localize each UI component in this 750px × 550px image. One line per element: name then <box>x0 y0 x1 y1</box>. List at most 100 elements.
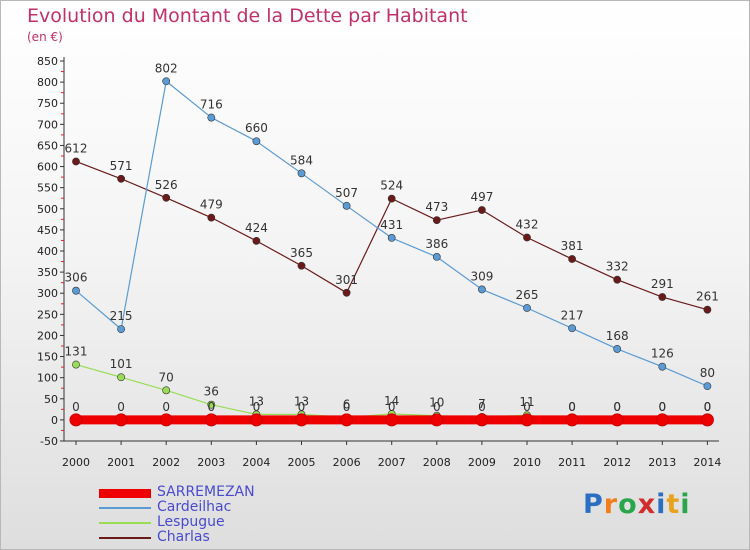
data-label: 0 <box>523 400 531 414</box>
x-tick-label: 2003 <box>197 456 225 469</box>
data-label: 168 <box>606 329 629 343</box>
data-label: 381 <box>561 239 584 253</box>
data-point <box>477 285 486 294</box>
data-point <box>613 345 622 353</box>
data-label: 126 <box>651 347 674 361</box>
data-point <box>69 413 83 427</box>
data-label: 0 <box>343 400 351 414</box>
data-point <box>117 174 125 183</box>
data-point <box>613 275 622 284</box>
data-point <box>297 169 306 178</box>
data-point <box>207 400 216 409</box>
data-point <box>252 137 261 146</box>
data-label: 131 <box>65 345 88 359</box>
data-label: 261 <box>696 290 719 304</box>
series-cardeilhac <box>72 77 712 391</box>
legend-swatch <box>99 507 151 509</box>
y-tick-label: 450 <box>37 224 58 237</box>
data-label: 265 <box>516 288 539 302</box>
data-label: 217 <box>561 308 584 322</box>
x-tick-label: 2005 <box>288 456 316 469</box>
data-label: 0 <box>388 400 396 414</box>
legend-label: Charlas <box>157 529 210 545</box>
data-label: 306 <box>65 271 88 285</box>
series-sarremezan <box>69 413 714 427</box>
x-tick-label: 2004 <box>242 456 270 469</box>
data-label: 612 <box>65 141 88 155</box>
data-point <box>117 373 125 382</box>
data-label: 431 <box>380 218 403 232</box>
x-tick-label: 2001 <box>107 456 135 469</box>
data-point <box>523 233 531 242</box>
data-label: 479 <box>200 198 223 212</box>
logo-letter: i <box>680 489 691 520</box>
data-label: 0 <box>704 400 712 414</box>
data-label: 101 <box>110 357 133 371</box>
data-label: 660 <box>245 121 268 135</box>
data-label: 0 <box>568 400 576 414</box>
y-tick-label: -50 <box>40 435 58 448</box>
data-point <box>342 288 351 297</box>
data-label: 507 <box>335 186 358 200</box>
data-point <box>520 413 534 427</box>
data-point <box>159 413 173 427</box>
data-point <box>207 113 216 122</box>
y-tick-label: 250 <box>37 308 58 321</box>
y-tick-label: 600 <box>37 161 58 174</box>
data-point <box>249 413 263 427</box>
data-label: 80 <box>700 366 715 380</box>
data-point <box>430 413 444 427</box>
data-label: 215 <box>110 309 133 323</box>
data-label: 424 <box>245 221 268 235</box>
data-label: 0 <box>117 400 125 414</box>
y-tick-label: 500 <box>37 203 58 216</box>
x-tick-label: 2008 <box>423 456 451 469</box>
data-point <box>387 194 396 203</box>
data-label: 13 <box>294 394 309 408</box>
legend-swatch <box>99 537 151 539</box>
data-label: 14 <box>384 394 399 408</box>
chart-title: Evolution du Montant de la Dette par Hab… <box>27 5 468 27</box>
data-label: 10 <box>429 396 444 410</box>
data-label: 365 <box>290 246 313 260</box>
data-point <box>568 324 576 333</box>
data-point <box>295 413 308 427</box>
data-label: 0 <box>298 400 306 414</box>
data-label: 36 <box>204 385 219 399</box>
x-tick-label: 2000 <box>62 456 90 469</box>
logo-letter: x <box>637 489 657 520</box>
axes: -500501001502002503003504004505005506006… <box>37 55 721 469</box>
data-label: 0 <box>72 400 80 414</box>
logo-letter: P <box>583 489 604 520</box>
y-tick-label: 350 <box>37 266 58 279</box>
series-layer <box>69 77 714 427</box>
data-label: 291 <box>651 277 674 291</box>
legend-label: SARREMEZAN <box>157 484 255 500</box>
y-tick-label: 400 <box>37 245 58 258</box>
data-point <box>658 293 667 301</box>
x-tick-label: 2011 <box>558 456 586 469</box>
data-point <box>114 413 128 427</box>
data-point <box>700 413 714 427</box>
data-label: 0 <box>568 400 576 414</box>
x-tick-label: 2007 <box>378 456 406 469</box>
data-point <box>523 304 531 312</box>
y-tick-label: 50 <box>44 393 58 406</box>
data-label: 13 <box>249 394 264 408</box>
data-point <box>655 413 669 427</box>
data-label: 571 <box>110 159 133 173</box>
data-point <box>565 413 579 427</box>
x-tick-label: 2002 <box>152 456 180 469</box>
data-label: 0 <box>162 400 170 414</box>
data-label: 70 <box>159 370 174 384</box>
y-tick-label: 700 <box>37 118 58 131</box>
data-point <box>162 386 171 395</box>
logo-letter: o <box>618 489 638 520</box>
data-label: 0 <box>613 400 621 414</box>
data-label: 0 <box>207 400 215 414</box>
data-label: 0 <box>433 400 441 414</box>
data-point <box>252 236 261 245</box>
chart-unit: (en €) <box>27 30 63 44</box>
x-tick-label: 2010 <box>513 456 541 469</box>
